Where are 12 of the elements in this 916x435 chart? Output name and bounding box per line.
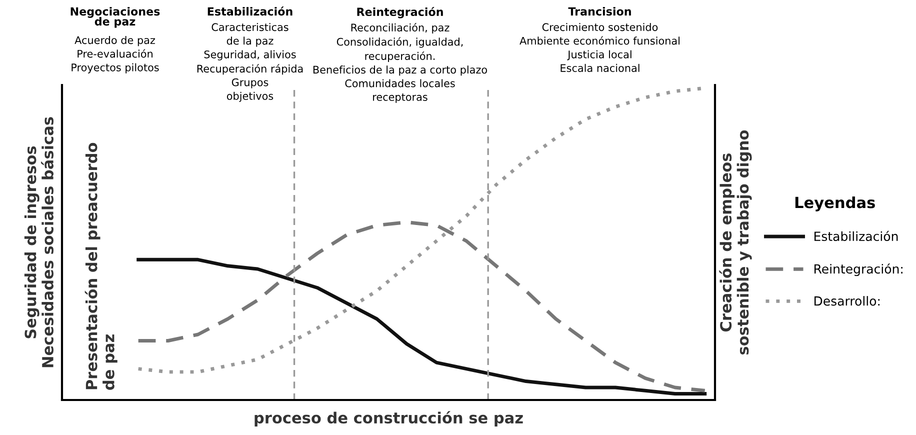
legend-label: Desarrollo: bbox=[814, 296, 880, 306]
y2-axis-title: Creación de empleos sostenible y trabajo digno bbox=[719, 130, 752, 354]
annotation: Estabilización Caracteristicas de la paz Seguridad, alivios Recuperación rápida Grupos objetivos bbox=[197, 6, 303, 102]
y-axis-title: Seguridad de ingresos Necesidades sociales básicas bbox=[24, 117, 54, 368]
x-axis-title: proceso de construcción se paz bbox=[254, 411, 523, 427]
legend-label: Reintegración: bbox=[814, 263, 902, 276]
text: Trancision Crecimiento sostenido Ambiente económico funsional Justicia local Escala nacional bbox=[520, 7, 680, 72]
text: Presentación del preacuerdo de paz bbox=[84, 142, 118, 390]
legend-title: Leyendas bbox=[795, 196, 875, 212]
text: Negociaciones de paz Acuerdo de paz Pre-evaluación Proyectos pilotos bbox=[70, 7, 160, 74]
annotation: Reintegración Reconciliación, paz Consolidación, igualdad, recuperación. Beneficios de la paz a corto plazo Comunidades locales receptoras bbox=[313, 7, 487, 103]
legend-label: Estabilización bbox=[814, 230, 898, 242]
